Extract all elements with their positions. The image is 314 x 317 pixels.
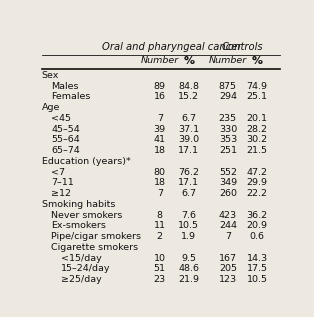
Text: 30.2: 30.2 — [246, 135, 268, 145]
Text: %: % — [183, 56, 194, 66]
Text: Number: Number — [209, 56, 247, 65]
Text: Sex: Sex — [42, 71, 59, 80]
Text: 29.9: 29.9 — [246, 178, 268, 187]
Text: Cigarette smokers: Cigarette smokers — [51, 243, 138, 252]
Text: 25.1: 25.1 — [246, 93, 268, 101]
Text: 251: 251 — [219, 146, 237, 155]
Text: 20.9: 20.9 — [246, 221, 268, 230]
Text: 552: 552 — [219, 168, 237, 177]
Text: 235: 235 — [219, 114, 237, 123]
Text: 39.0: 39.0 — [178, 135, 199, 145]
Text: 349: 349 — [219, 178, 237, 187]
Text: 353: 353 — [219, 135, 237, 145]
Text: 6.7: 6.7 — [181, 114, 197, 123]
Text: 244: 244 — [219, 221, 237, 230]
Text: 17.5: 17.5 — [246, 264, 268, 273]
Text: %: % — [252, 56, 263, 66]
Text: 76.2: 76.2 — [178, 168, 199, 177]
Text: 55–64: 55–64 — [51, 135, 80, 145]
Text: Females: Females — [51, 93, 91, 101]
Text: Smoking habits: Smoking habits — [42, 200, 115, 209]
Text: Never smokers: Never smokers — [51, 210, 123, 220]
Text: 45–54: 45–54 — [51, 125, 80, 134]
Text: 84.8: 84.8 — [178, 82, 199, 91]
Text: 10.5: 10.5 — [246, 275, 268, 284]
Text: <45: <45 — [51, 114, 71, 123]
Text: 21.9: 21.9 — [178, 275, 199, 284]
Text: 21.5: 21.5 — [246, 146, 268, 155]
Text: 16: 16 — [154, 93, 166, 101]
Text: 23: 23 — [154, 275, 166, 284]
Text: 10: 10 — [154, 254, 166, 262]
Text: 260: 260 — [219, 189, 237, 198]
Text: 48.6: 48.6 — [178, 264, 199, 273]
Text: 47.2: 47.2 — [246, 168, 268, 177]
Text: 22.2: 22.2 — [246, 189, 268, 198]
Text: 17.1: 17.1 — [178, 178, 199, 187]
Text: 15.2: 15.2 — [178, 93, 199, 101]
Text: 51: 51 — [154, 264, 166, 273]
Text: 80: 80 — [154, 168, 166, 177]
Text: Education (years)*: Education (years)* — [42, 157, 130, 166]
Text: 2: 2 — [157, 232, 163, 241]
Text: <15/day: <15/day — [61, 254, 102, 262]
Text: 7: 7 — [157, 189, 163, 198]
Text: 9.5: 9.5 — [181, 254, 197, 262]
Text: Ex-smokers: Ex-smokers — [51, 221, 106, 230]
Text: 1.9: 1.9 — [181, 232, 197, 241]
Text: 74.9: 74.9 — [246, 82, 268, 91]
Text: 7: 7 — [157, 114, 163, 123]
Text: 123: 123 — [219, 275, 237, 284]
Text: Oral and pharyngeal cancer: Oral and pharyngeal cancer — [102, 42, 242, 52]
Text: 7.6: 7.6 — [181, 210, 197, 220]
Text: 28.2: 28.2 — [246, 125, 268, 134]
Text: 167: 167 — [219, 254, 237, 262]
Text: 10.5: 10.5 — [178, 221, 199, 230]
Text: ≥12: ≥12 — [51, 189, 71, 198]
Text: 8: 8 — [157, 210, 163, 220]
Text: 39: 39 — [154, 125, 166, 134]
Text: 423: 423 — [219, 210, 237, 220]
Text: 7–11: 7–11 — [51, 178, 74, 187]
Text: 17.1: 17.1 — [178, 146, 199, 155]
Text: 65–74: 65–74 — [51, 146, 80, 155]
Text: 20.1: 20.1 — [246, 114, 268, 123]
Text: 36.2: 36.2 — [246, 210, 268, 220]
Text: Age: Age — [42, 103, 60, 112]
Text: Number: Number — [141, 56, 179, 65]
Text: 6.7: 6.7 — [181, 189, 197, 198]
Text: 0.6: 0.6 — [250, 232, 265, 241]
Text: 37.1: 37.1 — [178, 125, 199, 134]
Text: <7: <7 — [51, 168, 65, 177]
Text: 11: 11 — [154, 221, 166, 230]
Text: 205: 205 — [219, 264, 237, 273]
Text: 89: 89 — [154, 82, 166, 91]
Text: 7: 7 — [225, 232, 231, 241]
Text: 15–24/day: 15–24/day — [61, 264, 111, 273]
Text: 18: 18 — [154, 146, 166, 155]
Text: Pipe/cigar smokers: Pipe/cigar smokers — [51, 232, 141, 241]
Text: 14.3: 14.3 — [246, 254, 268, 262]
Text: 330: 330 — [219, 125, 237, 134]
Text: 18: 18 — [154, 178, 166, 187]
Text: 294: 294 — [219, 93, 237, 101]
Text: Males: Males — [51, 82, 79, 91]
Text: Controls: Controls — [222, 42, 263, 52]
Text: 41: 41 — [154, 135, 166, 145]
Text: ≥25/day: ≥25/day — [61, 275, 102, 284]
Text: 875: 875 — [219, 82, 237, 91]
